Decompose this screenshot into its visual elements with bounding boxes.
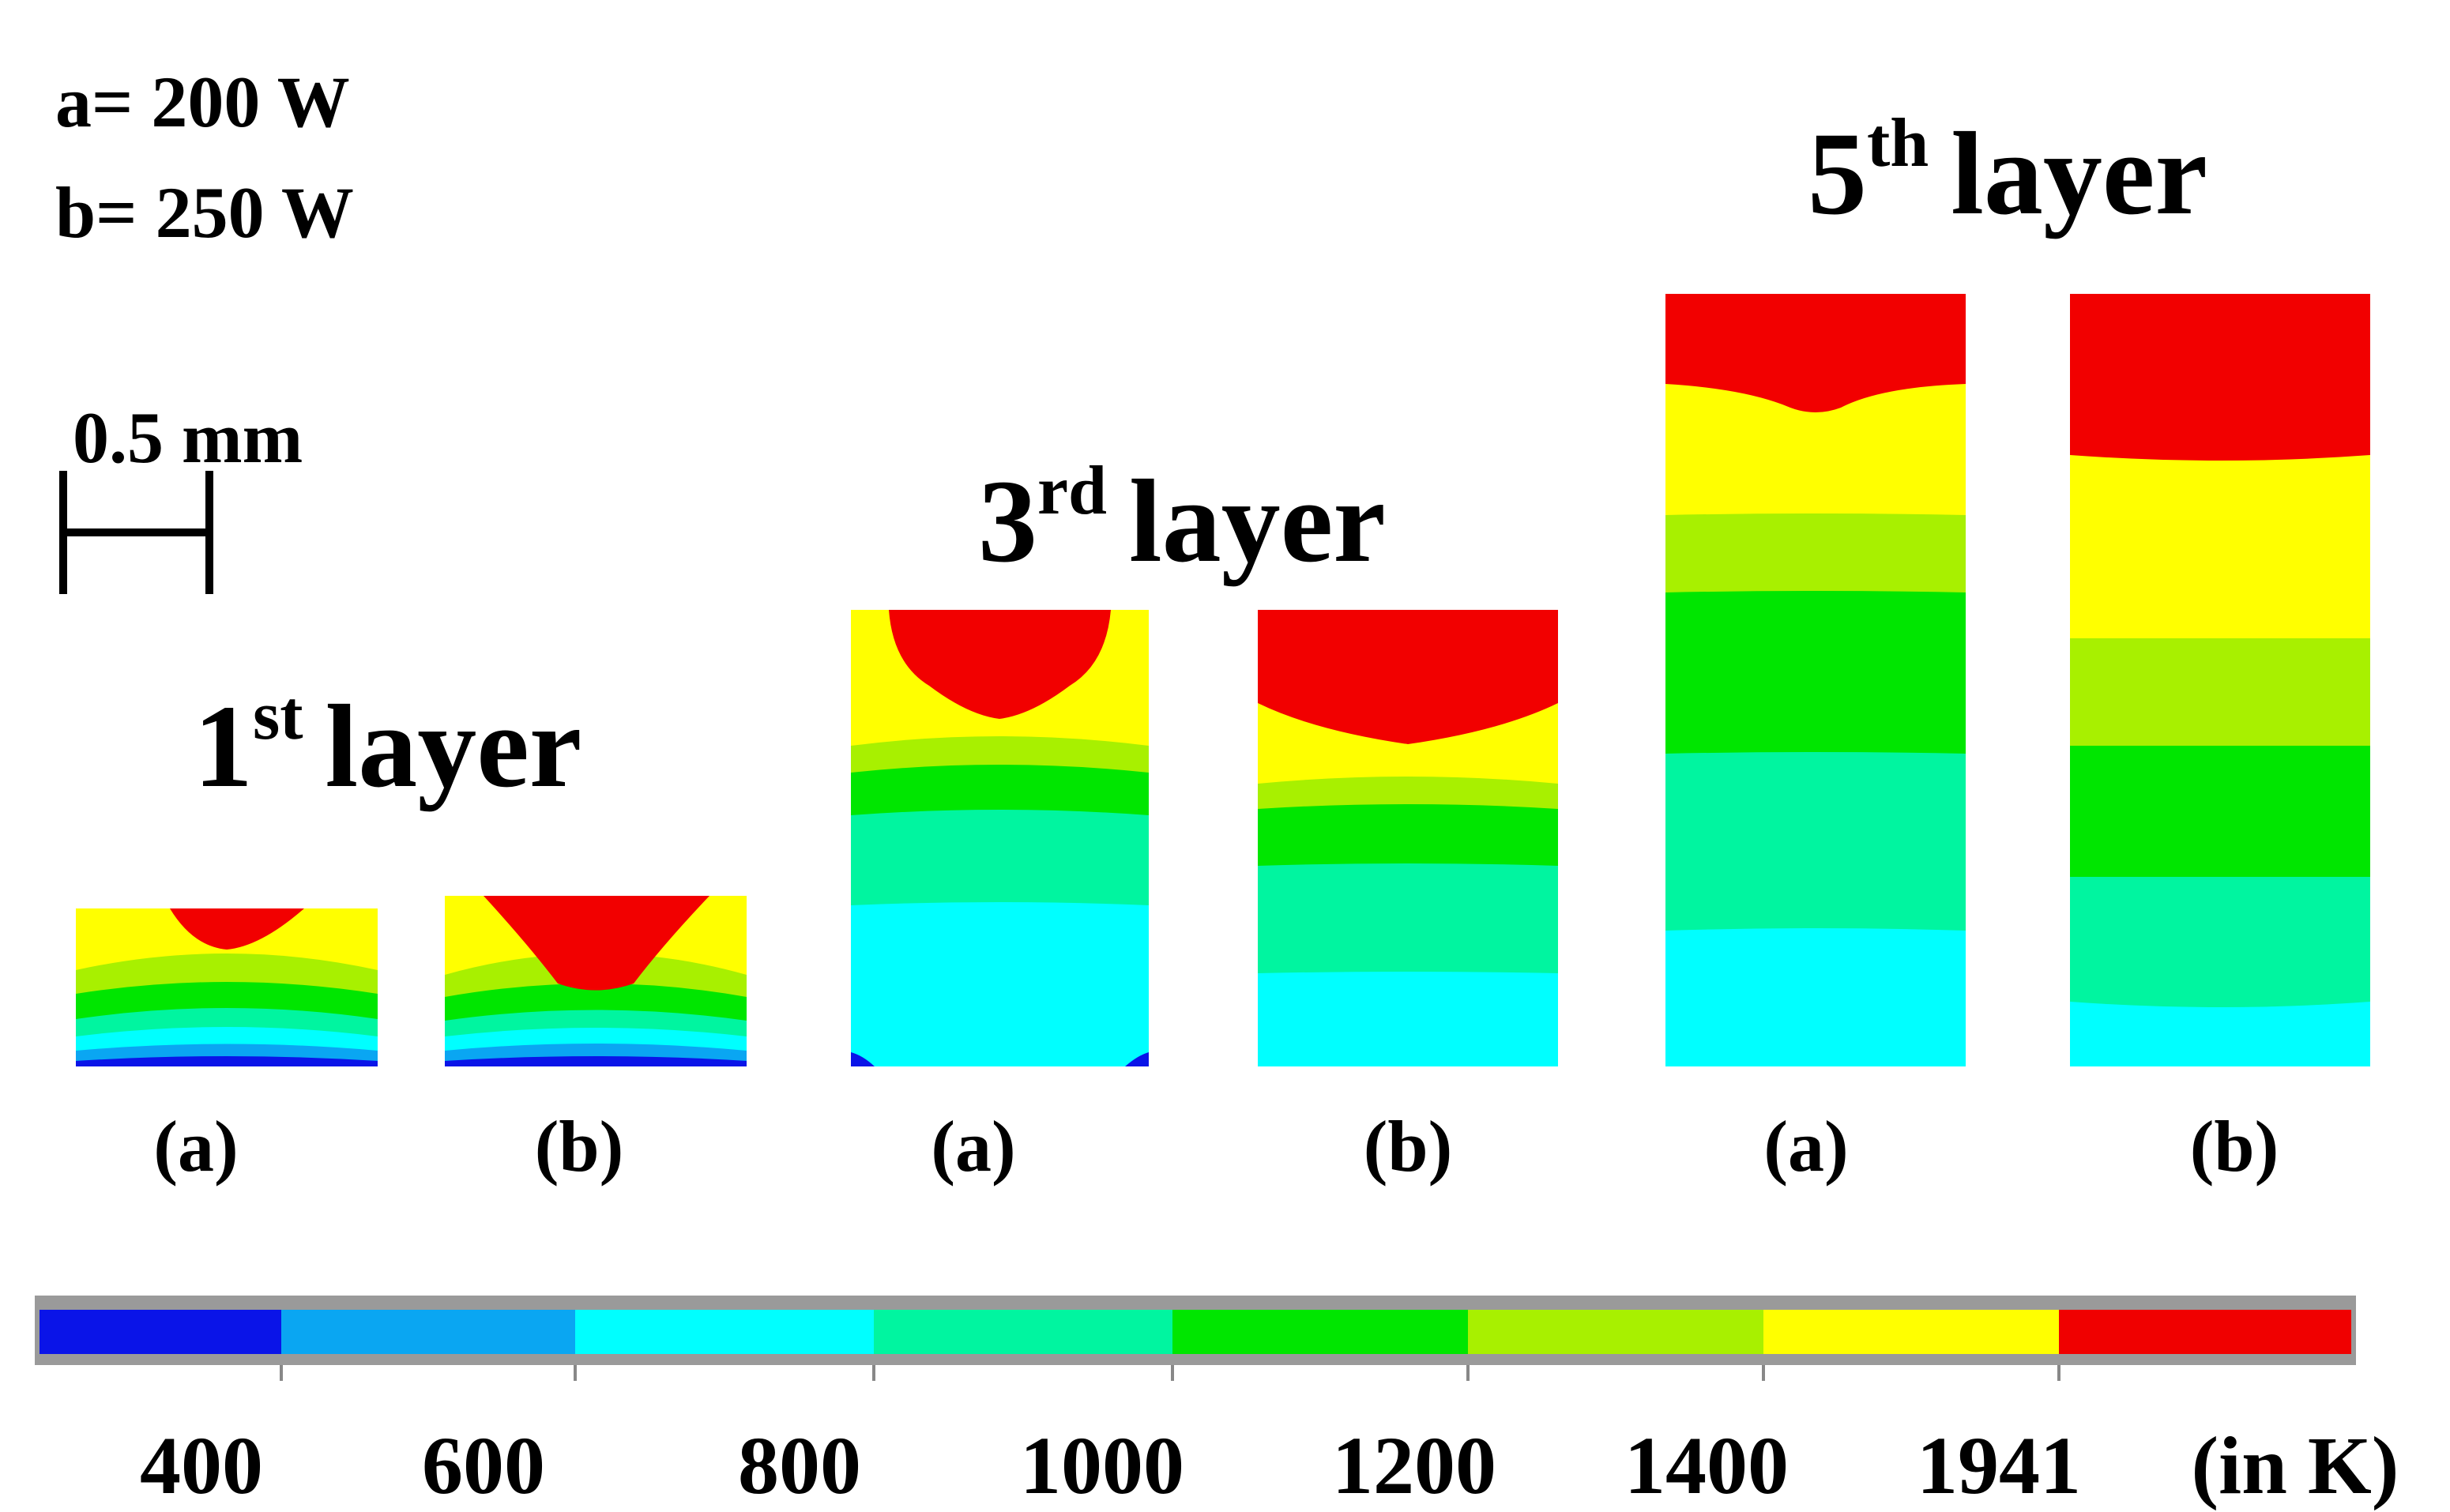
colorbar-segment [40,1310,281,1354]
colorbar [35,1296,2356,1381]
colorbar-unit-label: (in K) [2192,1420,2399,1511]
panel-label-layer3-a: (a) [931,1106,1015,1187]
panel-label-layer5-a: (a) [1763,1106,1848,1187]
panel-label-layer1-b: (b) [535,1106,623,1187]
param-b-label: b= 250 W [55,172,354,253]
scale-bar: 0.5 mm [59,397,303,594]
contour-layer3-b [1258,610,1558,1066]
panel-label-layer5-b: (b) [2190,1106,2279,1187]
colorbar-segment [874,1310,1172,1354]
scale-bar-label: 0.5 mm [73,397,303,478]
colorbar-tick-label: 1000 [1020,1420,1184,1511]
contour-layer3-a [851,610,1149,1066]
contour-layer5-a [1665,294,1966,1066]
colorbar-tick-label: 600 [422,1420,545,1511]
colorbar-tick-label: 1400 [1624,1420,1789,1511]
colorbar-segment [2059,1310,2351,1354]
contour-layer1-b [445,896,747,1066]
colorbar-segment [575,1310,874,1354]
colorbar-segment [281,1310,575,1354]
colorbar-tick-label: 800 [738,1420,861,1511]
colorbar-tick-label: 400 [140,1420,263,1511]
colorbar-tick-label: 1200 [1332,1420,1496,1511]
layer-5-title: 5th layer [1808,105,2207,239]
colorbar-tick-label: 1941 [1917,1420,2081,1511]
layer-1-title: 1st layer [194,678,581,812]
param-a-label: a= 200 W [55,62,350,142]
contour-layer1-a [76,908,378,1066]
panel-label-layer1-a: (a) [153,1106,238,1187]
colorbar-segment [1172,1310,1468,1354]
colorbar-segment [1763,1310,2059,1354]
colorbar-segment [1468,1310,1763,1354]
layer-3-title: 3rd layer [978,453,1386,587]
contour-layer5-b [2070,294,2370,1066]
panel-label-layer3-b: (b) [1364,1106,1452,1187]
